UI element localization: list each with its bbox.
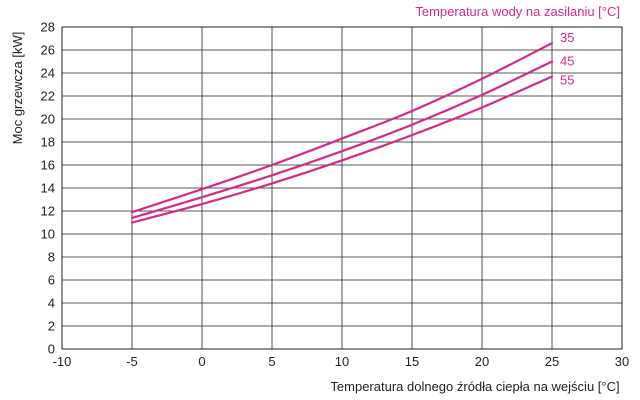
x-tick-label: 30 xyxy=(615,354,629,369)
y-tick-label: 10 xyxy=(41,227,55,242)
plot-frame xyxy=(61,26,623,350)
y-tick-label: 26 xyxy=(41,43,55,58)
y-tick-label: 4 xyxy=(48,296,55,311)
series-line-35 xyxy=(130,42,554,214)
x-tick-label: 20 xyxy=(475,354,489,369)
y-tick-label: 14 xyxy=(41,181,55,196)
y-tick-label: 16 xyxy=(41,158,55,173)
legend-title: Temperatura wody na zasilaniu [°C] xyxy=(415,4,620,19)
x-tick-label: -10 xyxy=(53,354,72,369)
y-tick-label: 28 xyxy=(41,20,55,35)
x-tick-label: 15 xyxy=(405,354,419,369)
y-tick-label: 0 xyxy=(48,342,55,357)
x-axis-ticks: -10 -5 0 5 10 15 20 25 30 xyxy=(53,354,630,369)
series-lines xyxy=(130,42,554,224)
series-label-45: 45 xyxy=(560,54,574,69)
series-labels: 35 45 55 xyxy=(560,30,574,87)
y-tick-label: 6 xyxy=(48,273,55,288)
y-tick-label: 2 xyxy=(48,319,55,334)
series-line-55 xyxy=(130,75,554,224)
x-tick-label: 10 xyxy=(335,354,349,369)
x-axis-title: Temperatura dolnego źródła ciepła na wej… xyxy=(330,379,619,394)
y-tick-label: 18 xyxy=(41,135,55,150)
y-tick-label: 12 xyxy=(41,204,55,219)
y-tick-label: 20 xyxy=(41,112,55,127)
x-tick-label: -5 xyxy=(126,354,138,369)
y-axis-title: Moc grzewcza [kW] xyxy=(10,32,25,145)
y-tick-label: 24 xyxy=(41,66,55,81)
y-tick-label: 8 xyxy=(48,250,55,265)
series-line-45 xyxy=(130,60,554,219)
x-tick-label: 25 xyxy=(545,354,559,369)
series-label-35: 35 xyxy=(560,30,574,45)
grid xyxy=(61,26,623,350)
series-label-55: 55 xyxy=(560,72,574,87)
x-tick-label: 5 xyxy=(268,354,275,369)
x-tick-label: 0 xyxy=(198,354,205,369)
y-tick-label: 22 xyxy=(41,89,55,104)
